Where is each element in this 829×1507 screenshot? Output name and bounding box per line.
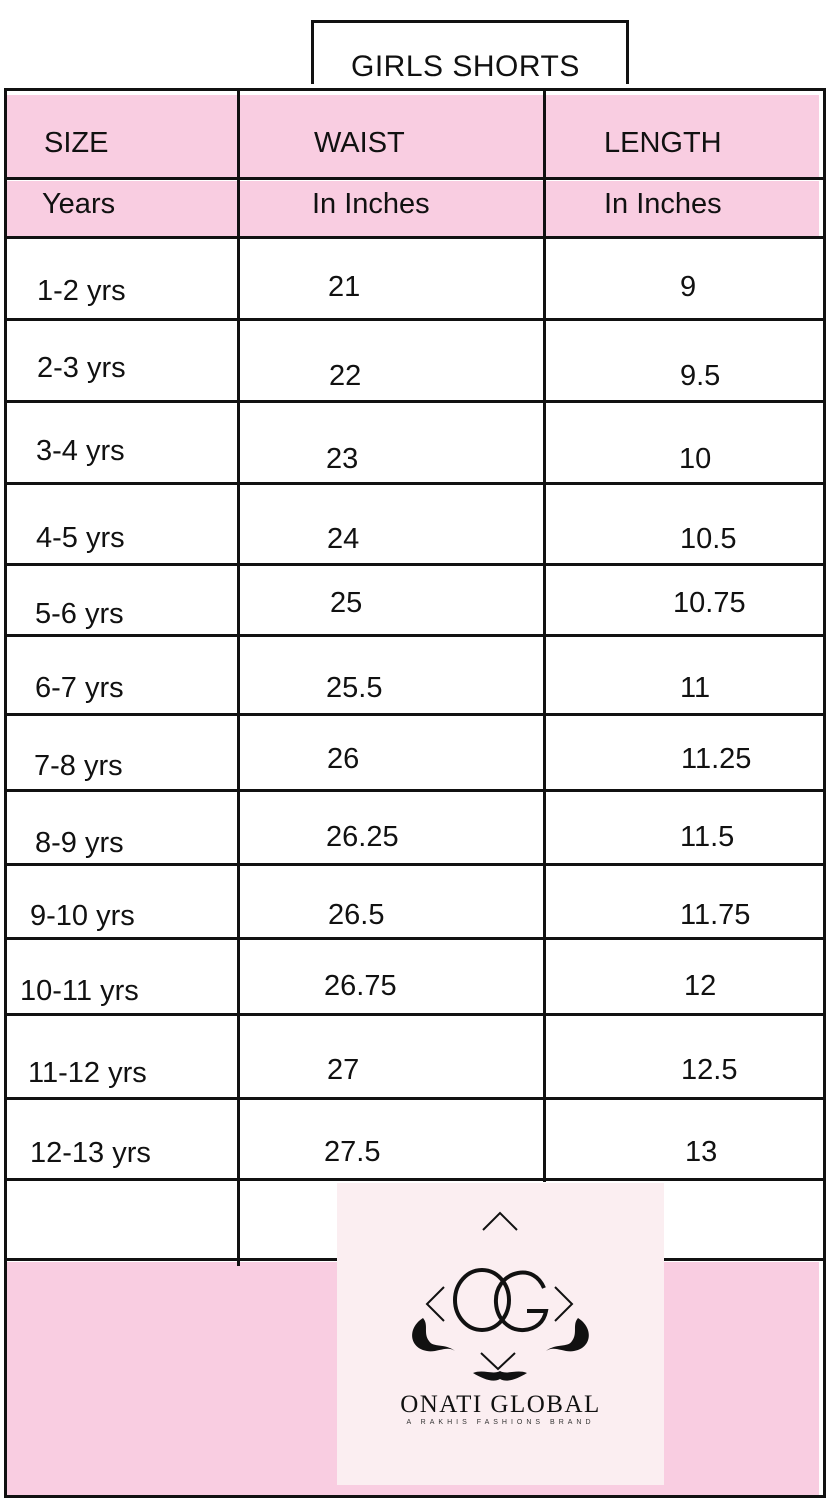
chevron-up-icon [482, 1211, 518, 1231]
row-divider [6, 1178, 824, 1181]
row-divider [6, 789, 824, 792]
ornament-left-icon [412, 1318, 455, 1352]
title-box: GIRLS SHORTS [311, 20, 629, 84]
row-divider [6, 318, 824, 321]
chevron-left-icon [425, 1286, 445, 1322]
row-divider [6, 400, 824, 403]
header-length: LENGTH [604, 127, 722, 159]
header-waist: WAIST [314, 127, 405, 159]
brand-tagline: A RAKHIS FASHIONS BRAND [406, 1419, 595, 1426]
row-divider [6, 863, 824, 866]
header-size-unit: Years [42, 188, 116, 220]
length-cell: 13 [685, 1136, 718, 1168]
size-cell: 3-4 yrs [36, 435, 125, 467]
waist-cell: 21 [328, 271, 361, 303]
header-band-secondary [7, 181, 819, 236]
waist-cell: 25.5 [326, 672, 383, 704]
length-cell: 9 [680, 271, 697, 303]
header-waist-unit: In Inches [312, 188, 430, 220]
brand-name: ONATI GLOBAL [400, 1391, 601, 1418]
length-cell: 10.75 [673, 587, 746, 619]
size-cell: 1-2 yrs [37, 275, 126, 307]
size-cell: 8-9 yrs [35, 827, 124, 859]
brand-logo: ONATI GLOBAL A RAKHIS FASHIONS BRAND [337, 1183, 664, 1485]
waist-cell: 22 [329, 360, 362, 392]
row-divider [6, 713, 824, 716]
waist-cell: 27.5 [324, 1136, 381, 1168]
table-frame [4, 88, 826, 1498]
row-divider [6, 482, 824, 485]
waist-cell: 27 [327, 1054, 360, 1086]
length-cell: 12 [684, 970, 717, 1002]
waist-cell: 25 [330, 587, 363, 619]
logo-emblem [412, 1211, 589, 1381]
waist-cell: 23 [326, 443, 359, 475]
row-divider [6, 634, 824, 637]
waist-cell: 26.25 [326, 821, 399, 853]
length-cell: 11.5 [680, 821, 735, 853]
length-cell: 10.5 [680, 523, 737, 555]
row-divider [6, 236, 824, 239]
size-cell: 10-11 yrs [20, 975, 139, 1007]
size-cell: 11-12 yrs [28, 1057, 147, 1089]
waist-cell: 26.5 [328, 899, 385, 931]
ornament-right-icon [546, 1318, 589, 1352]
length-cell: 11 [680, 672, 711, 704]
row-divider [6, 1013, 824, 1016]
length-cell: 9.5 [680, 360, 721, 392]
waist-cell: 24 [327, 523, 360, 555]
length-cell: 10 [679, 443, 712, 475]
row-divider [6, 177, 824, 180]
header-length-unit: In Inches [604, 188, 722, 220]
header-size: SIZE [44, 127, 109, 159]
size-cell: 12-13 yrs [30, 1137, 151, 1169]
waist-cell: 26 [327, 743, 360, 775]
row-divider [6, 563, 824, 566]
column-divider [237, 90, 240, 1266]
row-divider [6, 1097, 824, 1100]
chevron-right-icon [554, 1286, 574, 1322]
size-cell: 5-6 yrs [35, 598, 124, 630]
chevron-down-icon [480, 1352, 516, 1371]
size-cell: 6-7 yrs [35, 672, 124, 704]
row-divider [6, 937, 824, 940]
size-cell: 7-8 yrs [34, 750, 123, 782]
chart-title: GIRLS SHORTS [351, 50, 580, 83]
ornament-bottom-icon [473, 1371, 527, 1381]
waist-cell: 26.75 [324, 970, 397, 1002]
size-cell: 4-5 yrs [36, 522, 125, 554]
length-cell: 11.25 [681, 743, 752, 775]
length-cell: 12.5 [681, 1054, 738, 1086]
length-cell: 11.75 [680, 899, 751, 931]
size-cell: 2-3 yrs [37, 352, 126, 384]
header-band-primary [7, 95, 819, 177]
size-cell: 9-10 yrs [30, 900, 135, 932]
